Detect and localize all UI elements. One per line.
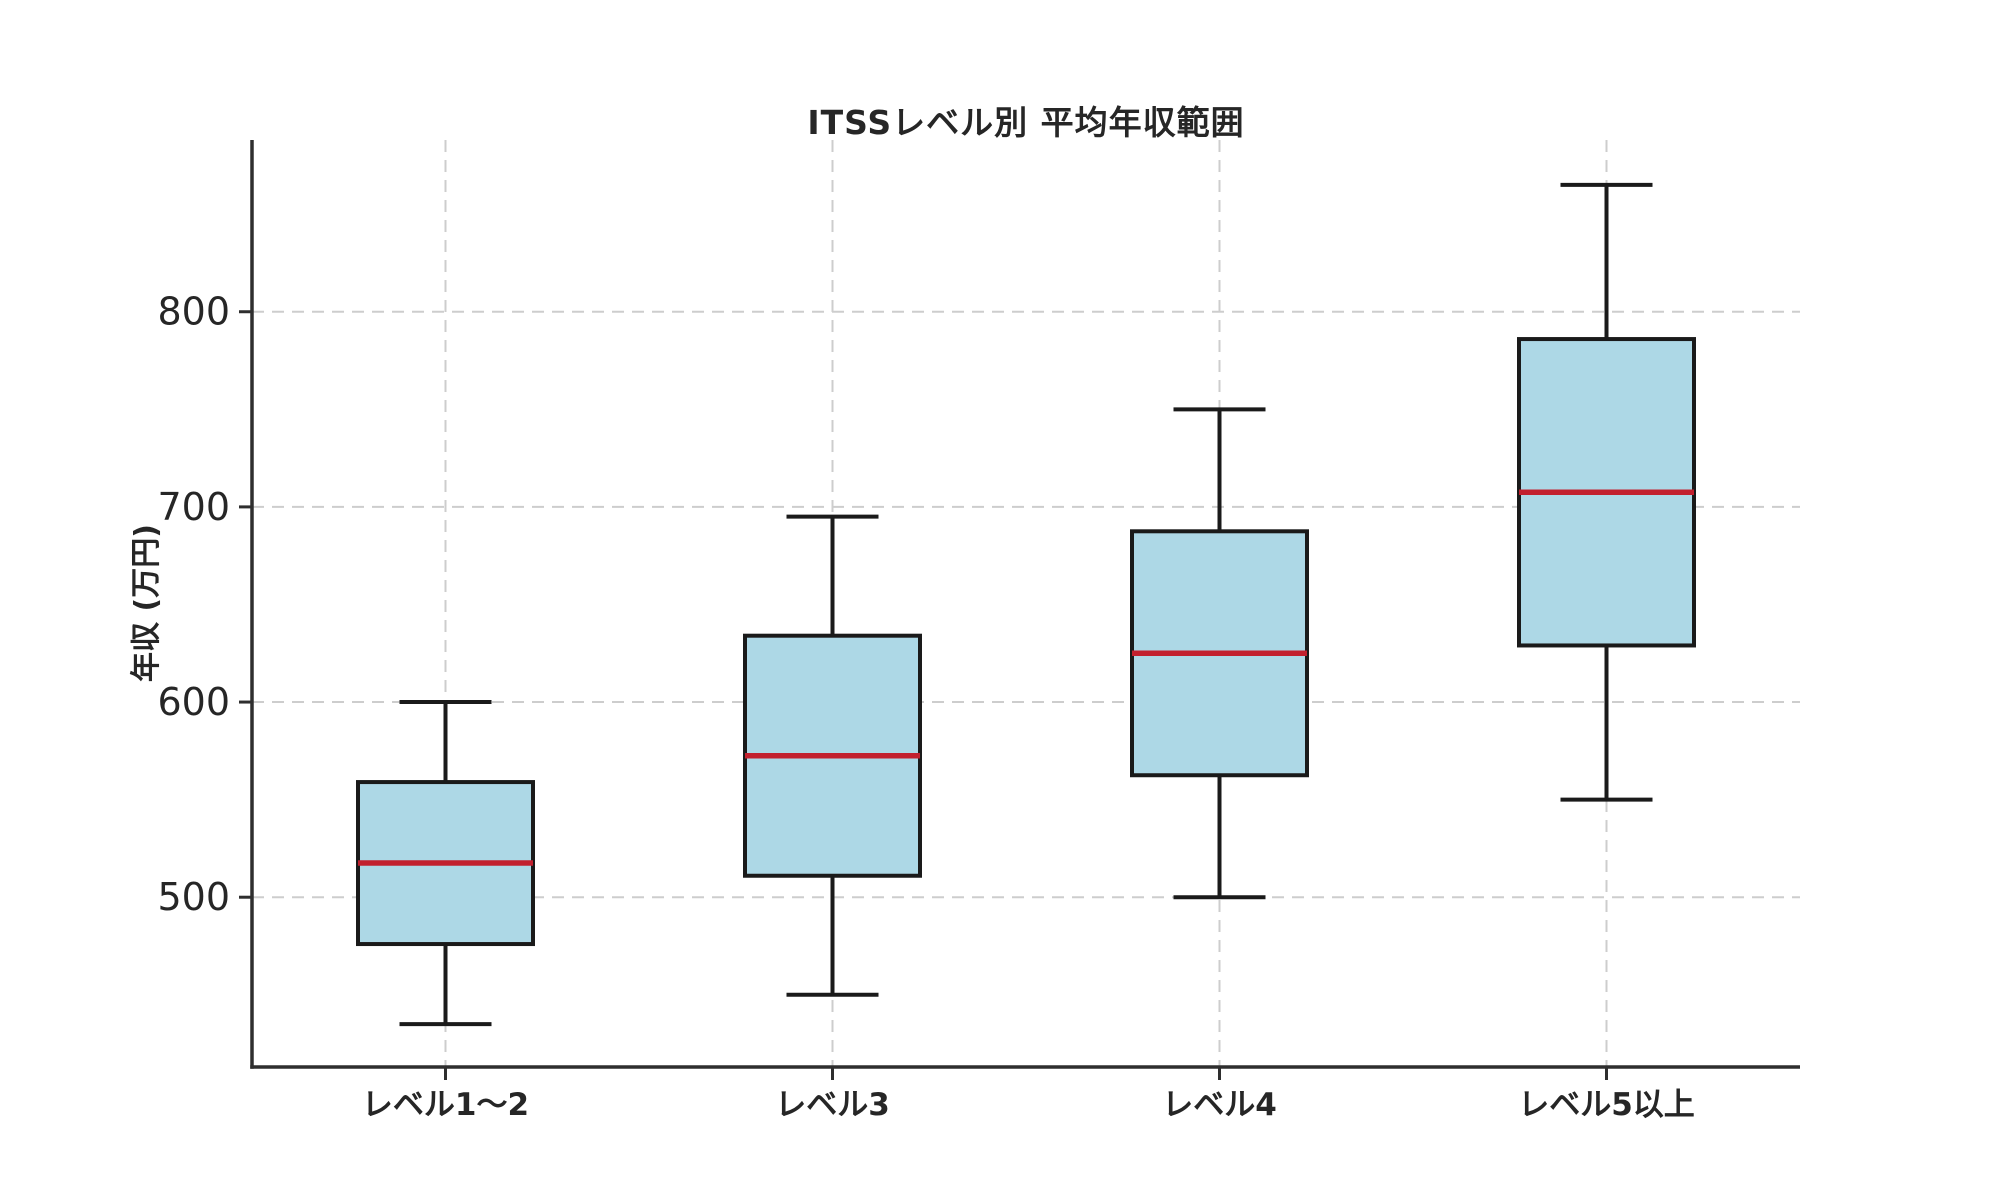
y-tick-label-600: 600 [157,680,230,724]
x-tick-label-2: レベル4 [1162,1087,1277,1123]
y-tick-label-500: 500 [157,875,230,919]
x-tick-label-3: レベル5以上 [1518,1087,1695,1123]
y-tick-label-800: 800 [157,290,230,334]
x-tick-label-0: レベル1〜2 [362,1087,529,1123]
chart-title: ITSSレベル別 平均年収範囲 [807,103,1245,142]
x-tick-label-1: レベル3 [775,1087,890,1123]
y-tick-label-700: 700 [157,485,230,529]
